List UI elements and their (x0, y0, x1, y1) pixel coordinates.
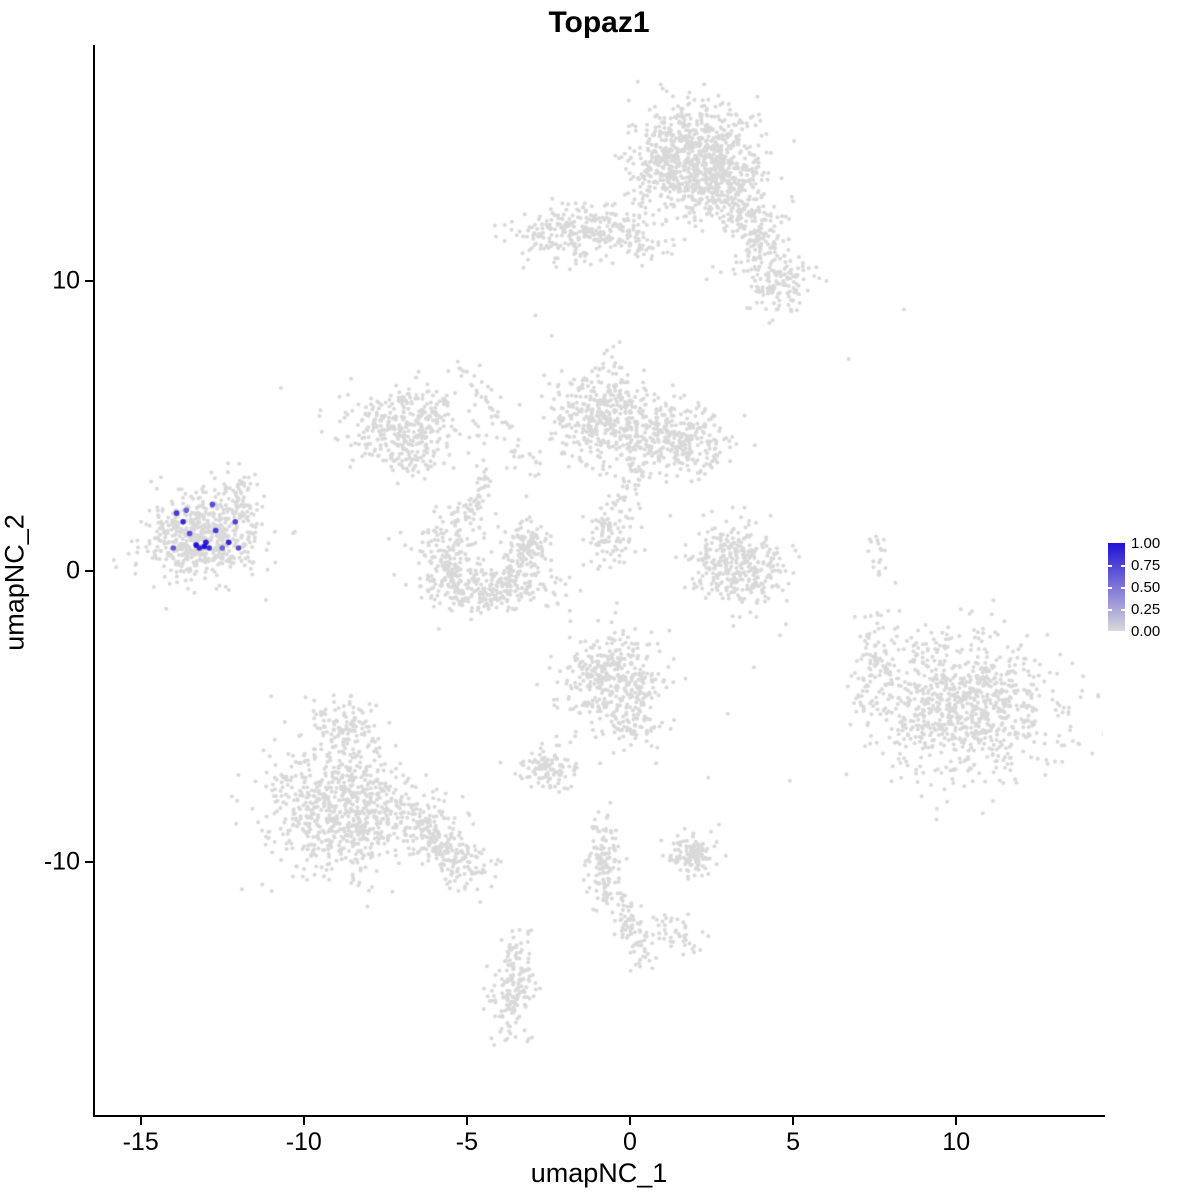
x-tick-label: 10 (942, 1128, 971, 1156)
x-tick-mark (628, 1117, 631, 1125)
legend-tick-mark (1121, 609, 1125, 611)
y-axis-line (93, 45, 95, 1117)
legend-tick-mark (1121, 587, 1125, 589)
legend-tick-label: 0.25 (1131, 601, 1161, 618)
legend-tick-mark (1121, 565, 1125, 567)
x-tick-label: -10 (285, 1128, 322, 1156)
y-tick-label: 10 (52, 266, 80, 295)
x-tick-mark (792, 1117, 795, 1125)
y-tick-label: -10 (43, 847, 80, 876)
legend-tick-mark (1108, 565, 1112, 567)
y-axis-label: umapNC_2 (0, 514, 30, 651)
legend-tick-mark (1108, 587, 1112, 589)
legend-tick-label: 0.75 (1131, 557, 1161, 574)
y-tick-mark (85, 570, 93, 573)
legend-tick-mark (1108, 609, 1112, 611)
umap-scatter-canvas (95, 45, 1103, 1115)
x-tick-mark (955, 1117, 958, 1125)
legend-colorbar (1108, 543, 1125, 631)
legend-tick-label: 0.50 (1131, 579, 1161, 596)
x-tick-label: 0 (623, 1128, 637, 1156)
x-tick-label: -5 (455, 1128, 478, 1156)
y-tick-label: 0 (66, 556, 80, 585)
x-tick-mark (139, 1117, 142, 1125)
x-axis-line (93, 1115, 1105, 1117)
y-tick-mark (85, 279, 93, 282)
legend-tick-label: 1.00 (1131, 535, 1161, 552)
x-tick-label: -15 (122, 1128, 159, 1156)
x-tick-mark (465, 1117, 468, 1125)
legend-tick-label: 0.00 (1131, 623, 1161, 640)
y-tick-mark (85, 861, 93, 864)
plot-title: Topaz1 (548, 6, 650, 39)
x-tick-mark (302, 1117, 305, 1125)
x-axis-label: umapNC_1 (530, 1158, 668, 1188)
x-tick-label: 5 (786, 1128, 801, 1156)
